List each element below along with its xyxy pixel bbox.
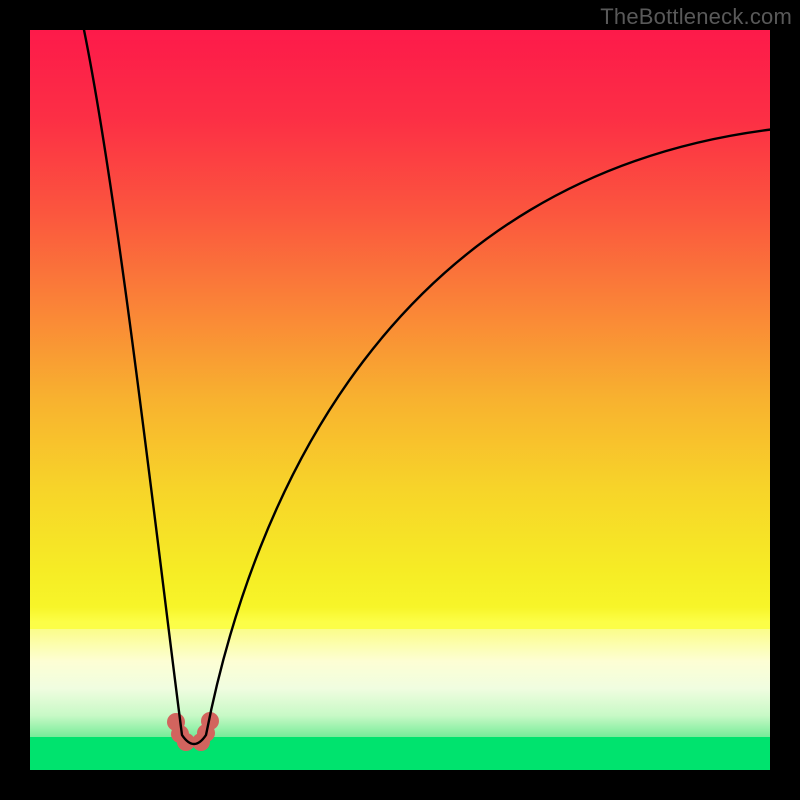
mismatch-curve xyxy=(30,30,770,770)
attribution-text: TheBottleneck.com xyxy=(600,4,792,30)
curve-path xyxy=(83,30,770,744)
chart-frame: TheBottleneck.com xyxy=(0,0,800,800)
plot-area xyxy=(30,30,770,770)
valley-marks xyxy=(167,712,219,751)
